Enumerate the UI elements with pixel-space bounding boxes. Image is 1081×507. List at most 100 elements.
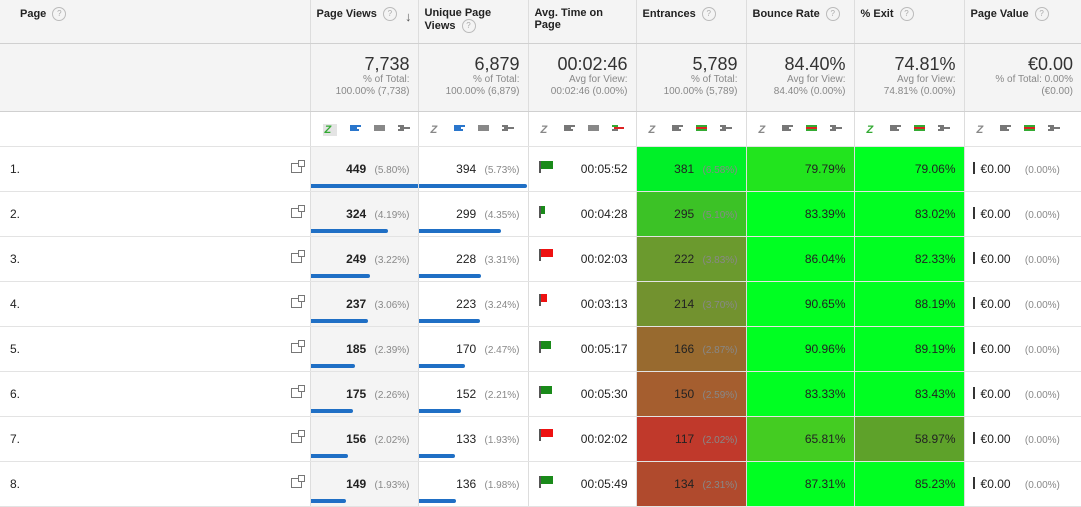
unique-value: 394 (456, 161, 477, 176)
bounce-rate-cell: 90.96% (746, 326, 855, 372)
help-icon[interactable]: ? (1034, 7, 1049, 21)
col-header-page-value[interactable]: Page Value? (964, 0, 1081, 44)
visualization-controls-row: Z Z Z Z (0, 111, 1081, 147)
summary-detail: 100.00% (5,789) (663, 85, 738, 97)
row-number: 7. (10, 431, 21, 446)
value-tick (972, 386, 975, 399)
page-value-cell: €0.00 (0.00%) (964, 371, 1081, 417)
page-value-percent: (0.00%) (1024, 389, 1060, 401)
external-link-icon[interactable] (290, 474, 305, 488)
col-header-avg-time[interactable]: Avg. Time on Page (528, 0, 637, 44)
summary-label: Avg for View: (896, 73, 956, 85)
col-header-entrances[interactable]: Entrances? (636, 0, 747, 44)
zero-baseline-icon[interactable]: Z (322, 123, 337, 136)
sort-desc-icon[interactable]: ↓ (405, 9, 412, 24)
controls-page-views: Z (310, 111, 419, 147)
help-icon[interactable]: ? (52, 7, 67, 21)
term-cloud-icon[interactable] (937, 125, 950, 134)
bar-view-icon[interactable] (671, 125, 683, 134)
external-link-icon[interactable] (290, 429, 305, 443)
page-views-percent: (5.80%) (374, 164, 410, 176)
external-link-icon[interactable] (290, 339, 305, 353)
table-row: 6. 175 (2.26%) 152 (2.21%) 00:05:30 150 … (0, 371, 1081, 417)
bar-view-icon[interactable] (453, 125, 465, 134)
help-icon[interactable]: ? (461, 19, 476, 33)
heatmap-view-icon[interactable] (913, 125, 925, 134)
col-header-avg-time-label: Avg. Time on Page (534, 7, 603, 31)
page-views-bar (310, 453, 349, 458)
help-icon[interactable]: ? (825, 7, 840, 21)
term-cloud-icon[interactable] (397, 125, 410, 134)
zero-baseline-icon[interactable]: Z (648, 123, 656, 136)
row-index: 1. (0, 146, 28, 192)
unique-value: 299 (456, 206, 477, 221)
heatmap-view-icon[interactable] (805, 125, 817, 134)
row-number: 5. (10, 341, 21, 356)
page-views-percent: (4.19%) (374, 209, 410, 221)
bar-view-icon[interactable] (999, 125, 1011, 134)
percent-view-icon[interactable] (587, 125, 599, 134)
page-value-value: €0.00 (980, 161, 1011, 176)
term-cloud-icon[interactable] (829, 125, 842, 134)
page-value-percent: (0.00%) (1024, 254, 1060, 266)
page-cell[interactable] (28, 461, 311, 507)
table-row: 7. 156 (2.02%) 133 (1.93%) 00:02:02 117 … (0, 416, 1081, 462)
summary-avg-time: 00:02:46 Avg for View: 00:02:46 (0.00%) (528, 43, 637, 112)
summary-entrances: 5,789% of Total: 100.00% (5,789) (636, 43, 747, 112)
entrances-percent: (2.59%) (702, 389, 738, 401)
term-cloud-icon[interactable] (1047, 125, 1060, 134)
heatmap-view-icon[interactable] (1023, 125, 1035, 134)
help-icon[interactable]: ? (382, 7, 397, 21)
help-icon[interactable]: ? (899, 7, 914, 21)
page-cell[interactable] (28, 326, 311, 372)
zero-baseline-icon[interactable]: Z (540, 123, 548, 136)
term-cloud-icon[interactable] (611, 125, 624, 134)
avg-time-cell: 00:05:30 (528, 371, 637, 417)
page-cell[interactable] (28, 236, 311, 282)
heatmap-view-icon[interactable] (695, 125, 707, 134)
page-cell[interactable] (28, 281, 311, 327)
external-link-icon[interactable] (290, 204, 305, 218)
external-link-icon[interactable] (290, 159, 305, 173)
summary-value: 84.40% (784, 53, 846, 74)
zero-baseline-icon[interactable]: Z (430, 123, 438, 136)
page-value-percent: (0.00%) (1024, 434, 1060, 446)
controls-avg-time: Z (528, 111, 637, 147)
external-link-icon[interactable] (290, 249, 305, 263)
external-link-icon[interactable] (290, 384, 305, 398)
col-header-bounce-rate[interactable]: Bounce Rate? (746, 0, 855, 44)
bar-view-icon[interactable] (889, 125, 901, 134)
zero-baseline-icon[interactable]: Z (976, 123, 984, 136)
page-cell[interactable] (28, 416, 311, 462)
page-cell[interactable] (28, 371, 311, 417)
summary-label: Avg for View: (786, 73, 846, 85)
term-cloud-icon[interactable] (501, 125, 514, 134)
external-link-icon[interactable] (290, 294, 305, 308)
bar-view-icon[interactable] (563, 125, 575, 134)
col-header-unique-page-views[interactable]: Unique Page Views? (418, 0, 529, 44)
page-value-cell: €0.00 (0.00%) (964, 281, 1081, 327)
exit-cell: 79.06% (854, 146, 965, 192)
page-cell[interactable] (28, 146, 311, 192)
unique-bar (418, 228, 501, 233)
bar-view-icon[interactable] (781, 125, 793, 134)
bounce-rate-value: 86.04% (804, 251, 846, 266)
zero-baseline-icon[interactable]: Z (758, 123, 766, 136)
col-header-exit[interactable]: % Exit? (854, 0, 965, 44)
help-icon[interactable]: ? (701, 7, 716, 21)
col-header-bounce-label: Bounce Rate (752, 7, 820, 20)
col-header-page[interactable]: Page? (0, 0, 311, 44)
col-header-page-views[interactable]: Page Views? ↓ (310, 0, 419, 44)
page-views-cell: 175 (2.26%) (310, 371, 419, 417)
term-cloud-icon[interactable] (719, 125, 732, 134)
table-row: 3. 249 (3.22%) 228 (3.31%) 00:02:03 222 … (0, 236, 1081, 282)
page-views-percent: (2.26%) (374, 389, 410, 401)
percent-view-icon[interactable] (477, 125, 489, 134)
page-value-percent: (0.00%) (1024, 479, 1060, 491)
bar-view-icon[interactable] (349, 125, 361, 134)
percent-view-icon[interactable] (373, 125, 385, 134)
page-cell[interactable] (28, 191, 311, 237)
unique-cell: 136 (1.98%) (418, 461, 529, 507)
summary-value: 5,789 (692, 53, 738, 74)
zero-baseline-icon[interactable]: Z (866, 123, 874, 136)
